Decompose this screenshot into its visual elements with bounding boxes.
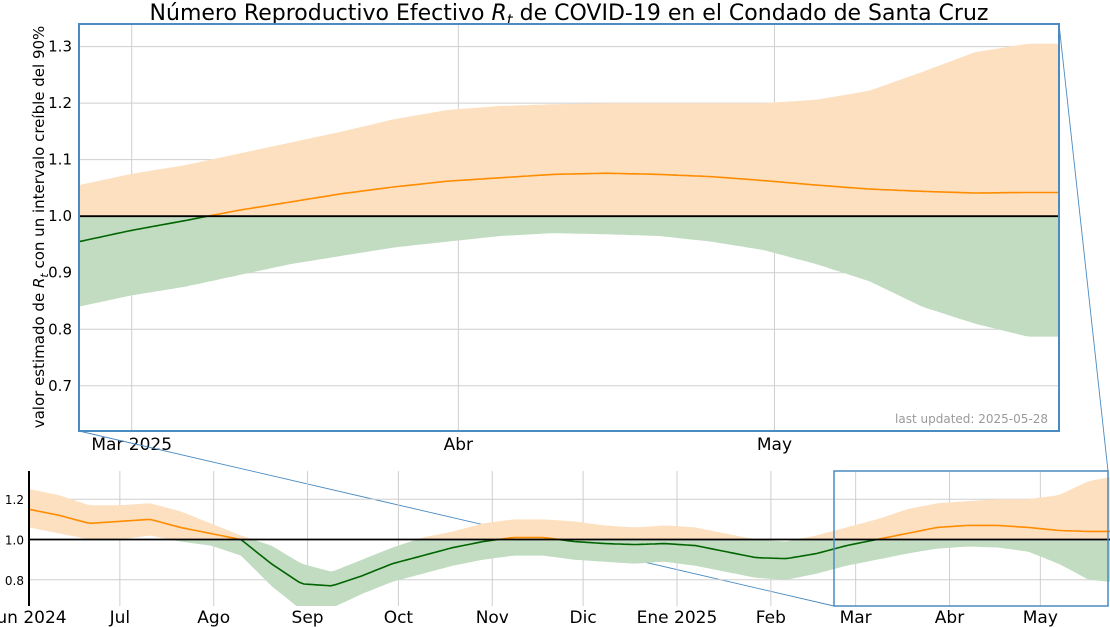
x-tick-label: Oct xyxy=(384,608,414,627)
ci-band-below xyxy=(79,216,1059,337)
median-line-below xyxy=(240,538,499,587)
x-tick-label: May xyxy=(1023,608,1058,627)
x-tick-label: Ene 2025 xyxy=(637,608,718,627)
median-line-above xyxy=(876,524,1110,541)
top-axis-ticks: 0.7 0.8 0.9 1.0 1.1 1.2 1.3 Mar 2025 Abr May xyxy=(48,38,792,455)
x-tick-label: Mar 2025 xyxy=(91,435,172,455)
ci-band-above xyxy=(79,43,1059,217)
x-tick-label: Nov xyxy=(476,608,509,627)
bottom-plot xyxy=(29,477,1110,606)
x-tick-label: Ago xyxy=(197,608,230,627)
bottom-axis-ticks: 0.8 1.0 1.2 Jun 2024 Jul Ago Sep Oct Nov Dic Ene 2… xyxy=(0,493,1058,627)
last-updated-note: last updated: 2025-05-28 xyxy=(895,412,1048,426)
zoom-region-box xyxy=(833,470,1109,607)
y-tick-label: 1.0 xyxy=(48,207,72,225)
x-tick-label: Abr xyxy=(935,608,964,627)
y-tick-label: 1.2 xyxy=(5,493,24,507)
median-line-below xyxy=(558,538,877,560)
x-tick-label: Sep xyxy=(292,608,324,627)
median-line-above xyxy=(207,172,1059,217)
y-axis-label: valor estimado de Rt con un intervalo cr… xyxy=(30,26,51,429)
x-tick-label: Abr xyxy=(444,435,473,455)
median-line-above xyxy=(498,536,560,541)
zoom-connector-right xyxy=(1058,23,1109,472)
y-tick-label: 1.2 xyxy=(48,94,72,112)
y-tick-label: 0.9 xyxy=(48,264,72,282)
ci-band-below xyxy=(29,539,1110,606)
median-line-above xyxy=(29,508,241,541)
top-plot xyxy=(79,43,1059,337)
x-tick-label: Feb xyxy=(756,608,786,627)
x-tick-label: May xyxy=(757,435,792,455)
x-tick-label: Jul xyxy=(109,608,131,627)
y-tick-label: 1.1 xyxy=(48,151,72,169)
y-tick-label: 1.3 xyxy=(48,38,72,56)
y-tick-label: 1.0 xyxy=(5,534,24,548)
chart-title: Número Reproductivo Efectivo Rt de COVID… xyxy=(150,1,989,29)
ci-band-above xyxy=(29,477,1110,540)
y-tick-label: 0.8 xyxy=(48,320,72,338)
median-line-below xyxy=(79,215,208,243)
x-tick-label: Mar xyxy=(840,608,872,627)
x-tick-label: Jun 2024 xyxy=(0,608,67,627)
y-tick-label: 0.8 xyxy=(5,574,24,588)
zoom-connector-left xyxy=(78,430,835,607)
y-tick-label: 0.7 xyxy=(48,377,72,395)
top-frame xyxy=(78,23,1060,432)
x-tick-label: Dic xyxy=(570,608,597,627)
